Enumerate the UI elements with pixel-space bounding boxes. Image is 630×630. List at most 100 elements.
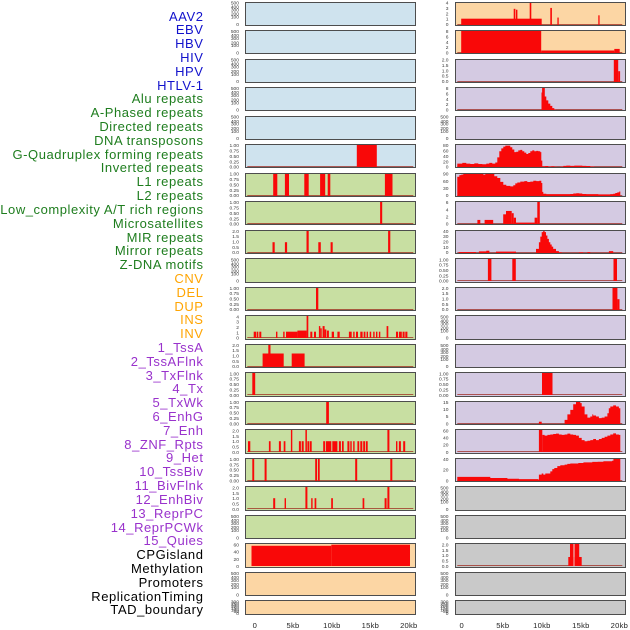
svg-text:30: 30	[443, 186, 449, 192]
svg-text:0.00: 0.00	[439, 393, 449, 399]
svg-text:5: 5	[446, 414, 449, 420]
svg-text:0: 0	[446, 450, 449, 456]
svg-text:300: 300	[231, 600, 239, 606]
svg-text:500: 500	[231, 58, 239, 64]
svg-text:0.0: 0.0	[442, 79, 449, 85]
svg-text:20: 20	[443, 159, 449, 165]
svg-text:0: 0	[446, 336, 449, 342]
svg-text:200: 200	[440, 325, 448, 331]
svg-text:6: 6	[446, 34, 449, 40]
svg-text:500: 500	[440, 514, 448, 520]
svg-text:40: 40	[443, 436, 449, 442]
svg-text:0: 0	[236, 79, 239, 85]
svg-text:400: 400	[231, 261, 239, 267]
svg-text:100: 100	[231, 607, 239, 613]
svg-text:20: 20	[443, 468, 449, 474]
svg-text:0: 0	[446, 478, 449, 484]
svg-text:0.0: 0.0	[232, 364, 239, 370]
svg-text:400: 400	[231, 62, 239, 68]
svg-text:300: 300	[231, 8, 239, 14]
svg-text:500: 500	[231, 571, 239, 577]
svg-text:2: 2	[446, 215, 449, 221]
svg-text:500: 500	[231, 29, 239, 35]
svg-text:40: 40	[443, 457, 449, 463]
svg-text:0.00: 0.00	[229, 393, 239, 399]
svg-text:100: 100	[440, 607, 448, 613]
svg-text:0.75: 0.75	[229, 206, 239, 212]
svg-text:100: 100	[231, 585, 239, 591]
svg-text:200: 200	[231, 525, 239, 531]
svg-text:2.0: 2.0	[232, 229, 239, 235]
svg-text:400: 400	[231, 518, 239, 524]
svg-text:1.5: 1.5	[232, 434, 239, 440]
svg-text:0.5: 0.5	[442, 74, 449, 80]
svg-text:0: 0	[446, 592, 449, 598]
svg-text:0: 0	[446, 421, 449, 427]
svg-text:0.75: 0.75	[439, 377, 449, 383]
svg-text:200: 200	[440, 582, 448, 588]
svg-text:1.0: 1.0	[442, 297, 449, 303]
svg-text:6: 6	[446, 200, 449, 206]
svg-text:2: 2	[446, 45, 449, 51]
svg-text:300: 300	[231, 264, 239, 270]
svg-text:8: 8	[446, 86, 449, 92]
svg-text:0.25: 0.25	[229, 416, 239, 422]
svg-text:100: 100	[440, 357, 448, 363]
svg-text:8: 8	[446, 29, 449, 35]
svg-text:0.50: 0.50	[439, 268, 449, 274]
svg-text:0: 0	[236, 51, 239, 57]
svg-text:0.50: 0.50	[229, 382, 239, 388]
svg-text:2: 2	[446, 11, 449, 17]
svg-text:0.00: 0.00	[229, 421, 239, 427]
svg-text:200: 200	[231, 603, 239, 609]
svg-text:500: 500	[231, 257, 239, 263]
svg-text:400: 400	[440, 347, 448, 353]
svg-text:10: 10	[443, 245, 449, 251]
svg-text:0.75: 0.75	[229, 462, 239, 468]
svg-text:100: 100	[440, 328, 448, 334]
svg-text:150: 150	[440, 605, 448, 611]
svg-text:1.5: 1.5	[442, 291, 449, 297]
svg-text:4: 4	[446, 40, 449, 46]
svg-text:40: 40	[443, 154, 449, 160]
svg-text:2.0: 2.0	[442, 542, 449, 548]
svg-text:0.00: 0.00	[229, 193, 239, 199]
svg-text:3: 3	[236, 320, 239, 326]
svg-text:0.75: 0.75	[229, 149, 239, 155]
svg-text:0.0: 0.0	[442, 564, 449, 570]
svg-text:0.50: 0.50	[229, 182, 239, 188]
svg-text:400: 400	[231, 5, 239, 11]
svg-text:300: 300	[231, 93, 239, 99]
svg-text:300: 300	[440, 493, 448, 499]
svg-text:300: 300	[440, 578, 448, 584]
svg-text:40: 40	[443, 229, 449, 235]
svg-text:2.0: 2.0	[442, 286, 449, 292]
svg-text:200: 200	[231, 40, 239, 46]
svg-text:100: 100	[231, 100, 239, 106]
svg-text:0: 0	[236, 564, 239, 570]
svg-text:0.50: 0.50	[229, 154, 239, 160]
svg-text:4: 4	[446, 97, 449, 103]
svg-text:4: 4	[236, 314, 239, 320]
svg-text:0: 0	[446, 535, 449, 541]
svg-text:100: 100	[231, 528, 239, 534]
svg-text:0: 0	[236, 592, 239, 598]
svg-text:20: 20	[443, 239, 449, 245]
svg-text:1.0: 1.0	[232, 354, 239, 360]
svg-text:400: 400	[231, 90, 239, 96]
svg-text:0: 0	[236, 336, 239, 342]
svg-text:250: 250	[440, 601, 448, 607]
svg-text:50: 50	[443, 609, 449, 615]
svg-text:200: 200	[440, 497, 448, 503]
svg-text:300: 300	[231, 578, 239, 584]
svg-text:300: 300	[440, 321, 448, 327]
svg-text:1.0: 1.0	[232, 496, 239, 502]
svg-text:0.50: 0.50	[229, 297, 239, 303]
svg-text:0: 0	[446, 22, 449, 28]
svg-text:60: 60	[443, 428, 449, 434]
svg-text:500: 500	[231, 115, 239, 121]
svg-text:1.5: 1.5	[232, 234, 239, 240]
svg-text:20: 20	[234, 557, 240, 563]
svg-text:60: 60	[443, 179, 449, 185]
svg-text:500: 500	[440, 343, 448, 349]
